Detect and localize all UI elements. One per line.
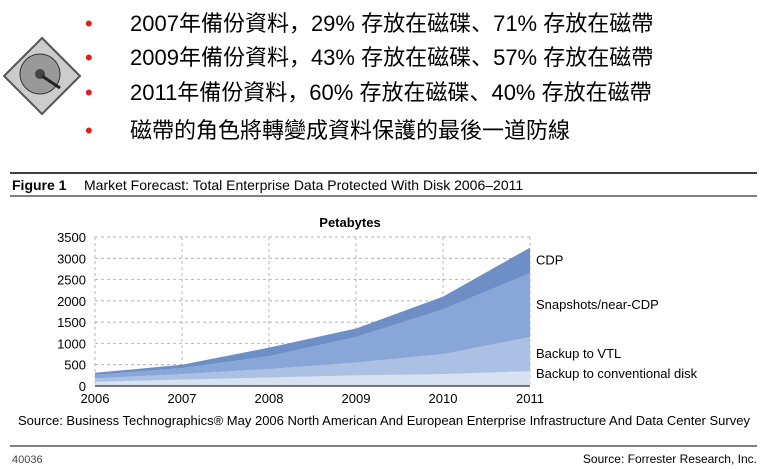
bullet-text: 2007年備份資料，29% 存放在磁碟、71% 存放在磁帶: [130, 11, 654, 36]
x-tick-label: 2011: [516, 391, 544, 406]
series-label: Snapshots/near-CDP: [536, 297, 659, 312]
credit: Source: Forrester Research, Inc.: [583, 452, 757, 466]
figure-id: 40036: [12, 454, 43, 466]
series-label: CDP: [536, 252, 563, 267]
y-tick-label: 0: [79, 379, 86, 394]
series-label: Backup to VTL: [536, 346, 621, 361]
x-tick-label: 2008: [255, 391, 284, 406]
figure-title: Market Forecast: Total Enterprise Data P…: [84, 177, 523, 193]
x-tick-label: 2009: [342, 391, 371, 406]
hard-drive-icon: [2, 36, 82, 116]
y-tick-label: 3000: [57, 251, 86, 266]
bullet: • 磁帶的角色將轉變成資料保護的最後一道防線: [85, 118, 571, 143]
y-tick-label: 1500: [57, 315, 86, 330]
bullet-text: 磁帶的角色將轉變成資料保護的最後一道防線: [130, 118, 571, 143]
x-tick-label: 2007: [168, 391, 197, 406]
area: [95, 337, 530, 382]
x-tick-label: 2006: [81, 391, 110, 406]
bullet: • 2011年備份資料，60% 存放在磁碟、40% 存放在磁帶: [85, 80, 652, 105]
y-tick-label: 2000: [57, 294, 86, 309]
chart-title: Petabytes: [319, 215, 380, 230]
y-tick-label: 3500: [57, 230, 86, 245]
y-tick-label: 1000: [57, 336, 86, 351]
area: [95, 371, 530, 386]
figure-label: Figure 1: [12, 177, 67, 193]
bullet: • 2009年備份資料，43% 存放在磁碟、57% 存放在磁帶: [85, 45, 654, 70]
y-tick-label: 500: [64, 358, 86, 373]
bullet: • 2007年備份資料，29% 存放在磁碟、71% 存放在磁帶: [85, 11, 654, 36]
bullet-text: 2009年備份資料，43% 存放在磁碟、57% 存放在磁帶: [130, 45, 654, 70]
series-label: Backup to conventional disk: [536, 366, 698, 381]
area: [95, 273, 530, 379]
x-tick-label: 2010: [429, 391, 458, 406]
source-note: Source: Business Technographics® May 200…: [18, 413, 750, 428]
figure: Figure 1 Market Forecast: Total Enterpri…: [10, 172, 757, 466]
bullet-text: 2011年備份資料，60% 存放在磁碟、40% 存放在磁帶: [130, 80, 652, 105]
y-tick-label: 2500: [57, 273, 86, 288]
